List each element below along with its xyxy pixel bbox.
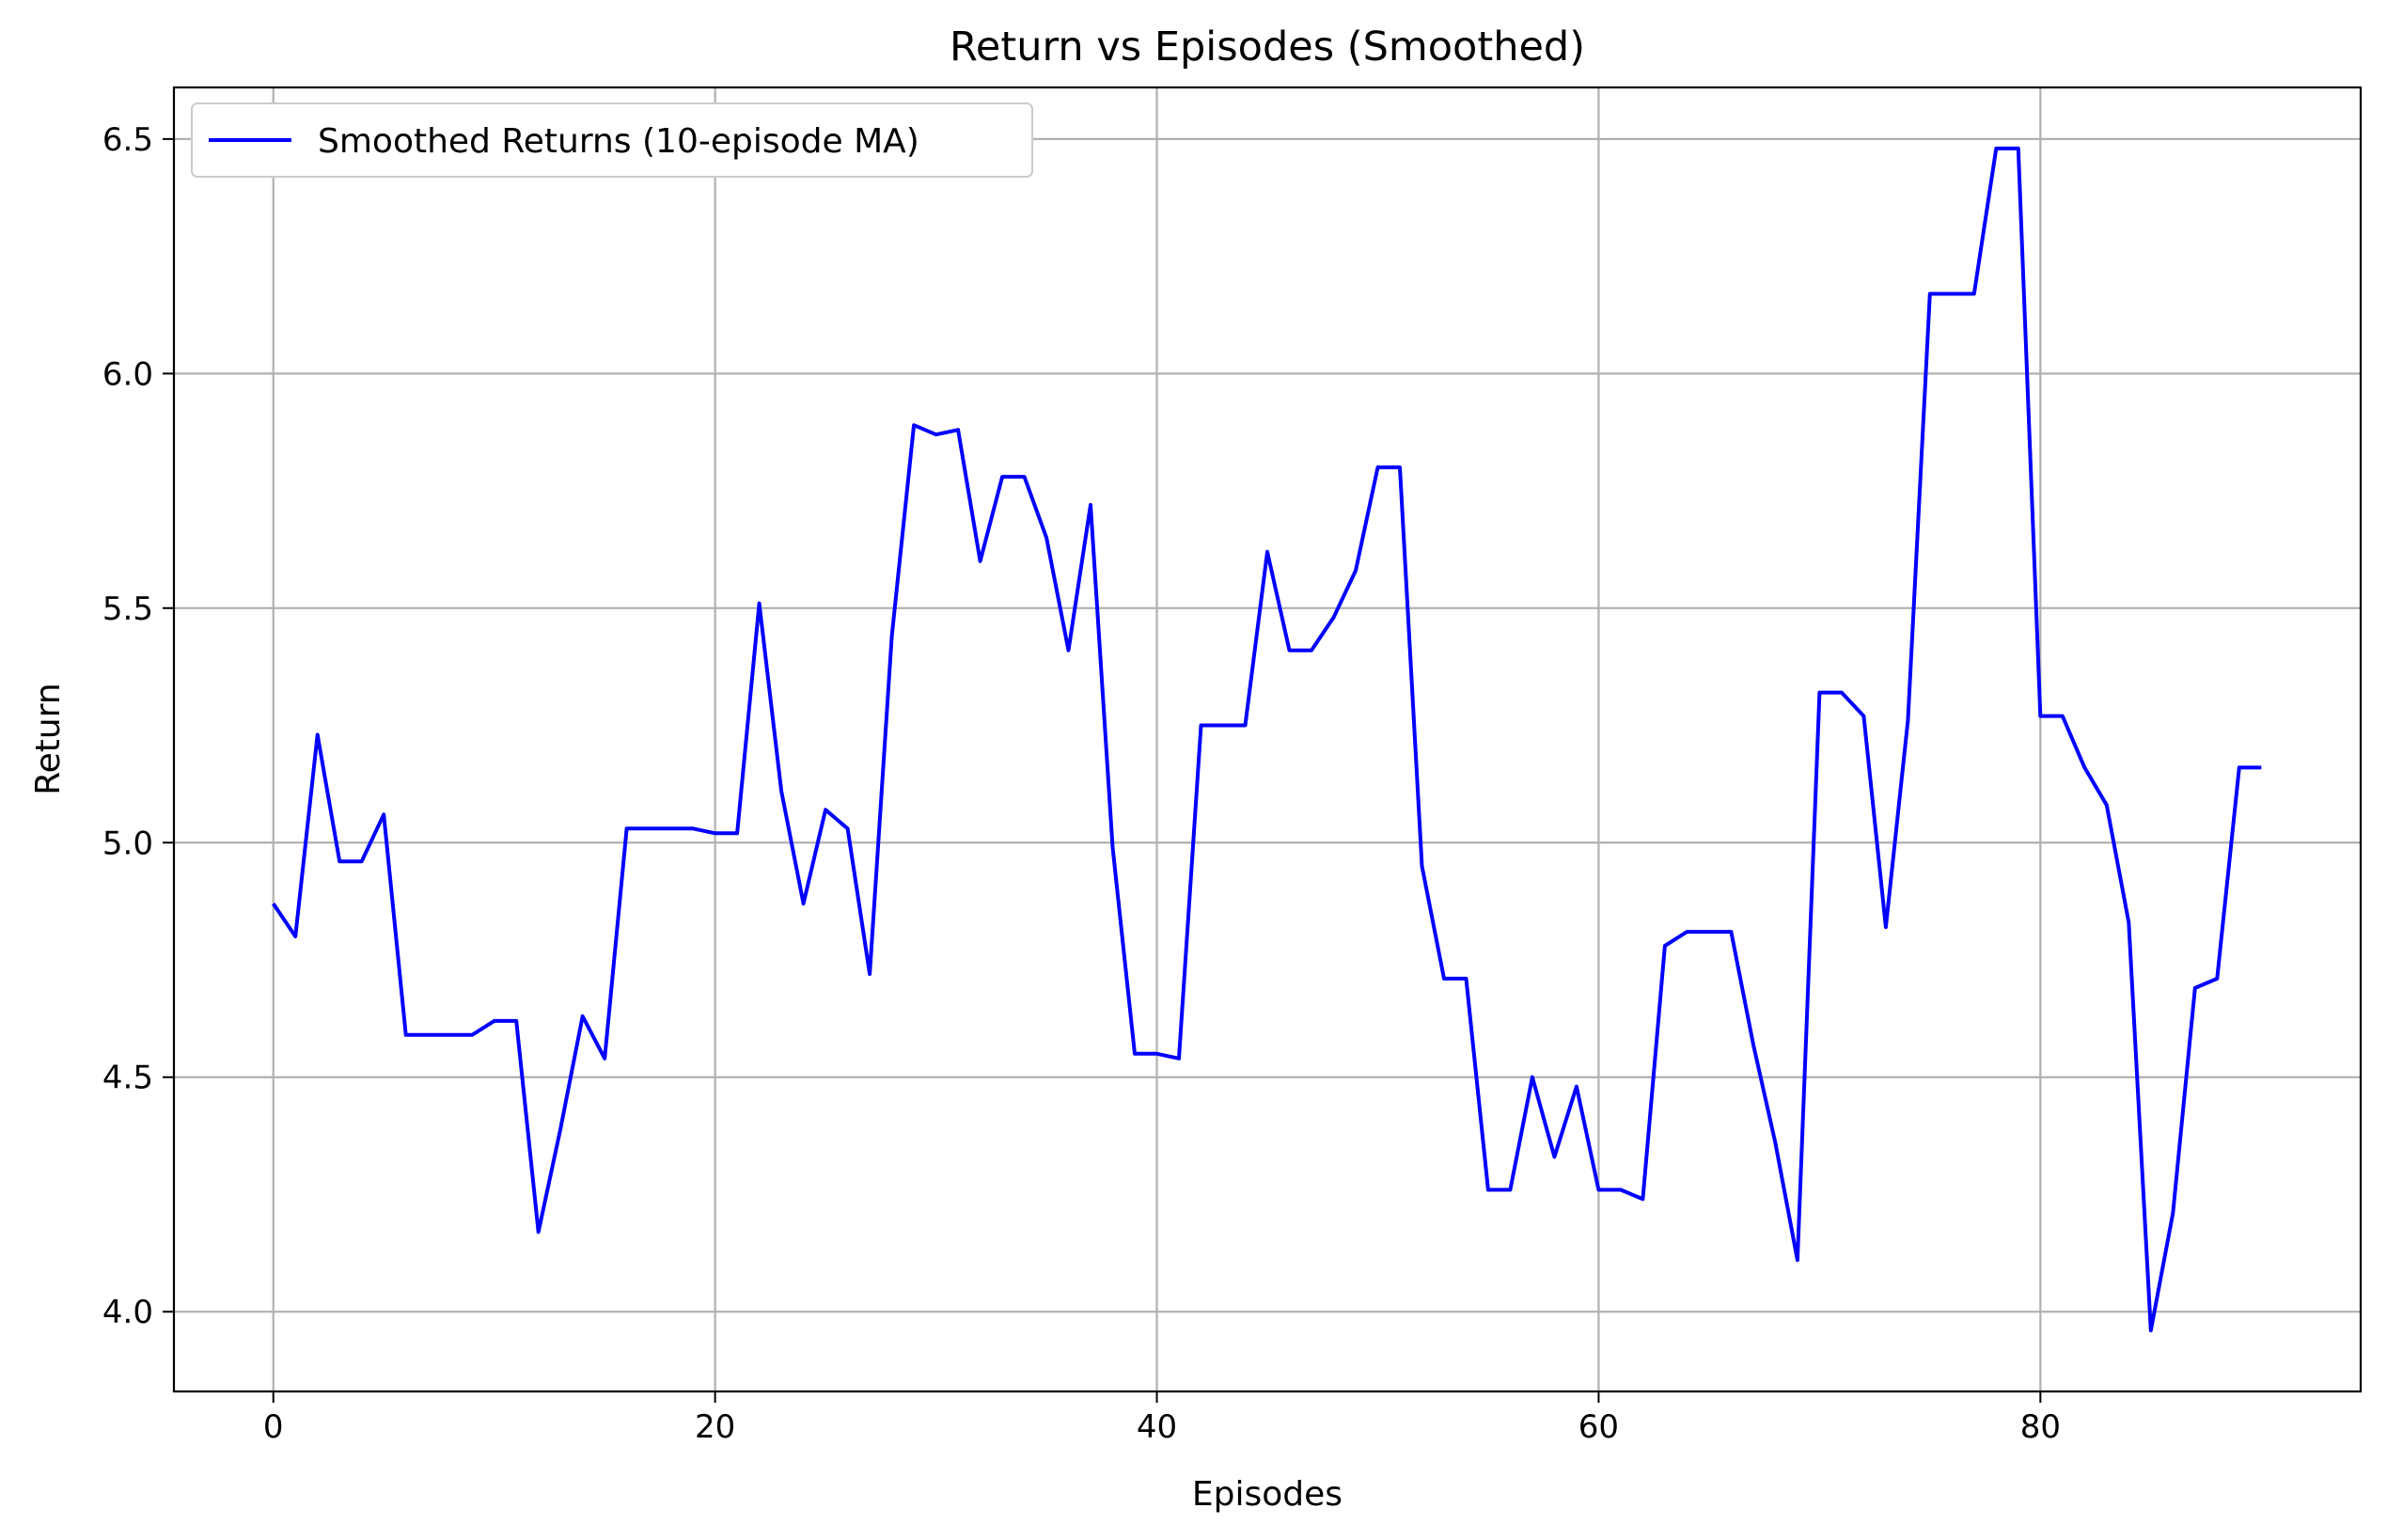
x-tick-label: 80 (2020, 1408, 2061, 1446)
legend-label: Smoothed Returns (10-episode MA) (318, 122, 919, 161)
y-tick-label: 5.5 (102, 590, 153, 628)
y-axis-label: Return (29, 683, 68, 794)
x-tick-label: 60 (1578, 1408, 1619, 1446)
x-tick-labels: 0 20 40 60 80 (263, 1408, 2061, 1446)
y-tick-label: 6.0 (102, 355, 153, 393)
x-axis-label: Episodes (1192, 1475, 1343, 1514)
axis-ticks (163, 137, 2042, 1403)
x-tick-label: 0 (263, 1408, 284, 1446)
x-tick-label: 40 (1137, 1408, 1177, 1446)
legend: Smoothed Returns (10-episode MA) (191, 102, 1033, 178)
series-layer (272, 146, 2262, 1333)
x-tick-label: 20 (695, 1408, 735, 1446)
y-tick-label: 4.0 (102, 1294, 153, 1331)
y-tick-label: 6.5 (102, 121, 153, 159)
y-tick-label: 4.5 (102, 1060, 153, 1097)
chart-title: Return vs Episodes (Smoothed) (950, 24, 1585, 71)
plot-frame (172, 86, 2363, 1393)
legend-box (191, 102, 1033, 178)
y-tick-labels: 4.0 4.5 5.0 5.5 6.0 6.5 (102, 121, 153, 1331)
y-tick-label: 5.0 (102, 825, 153, 862)
